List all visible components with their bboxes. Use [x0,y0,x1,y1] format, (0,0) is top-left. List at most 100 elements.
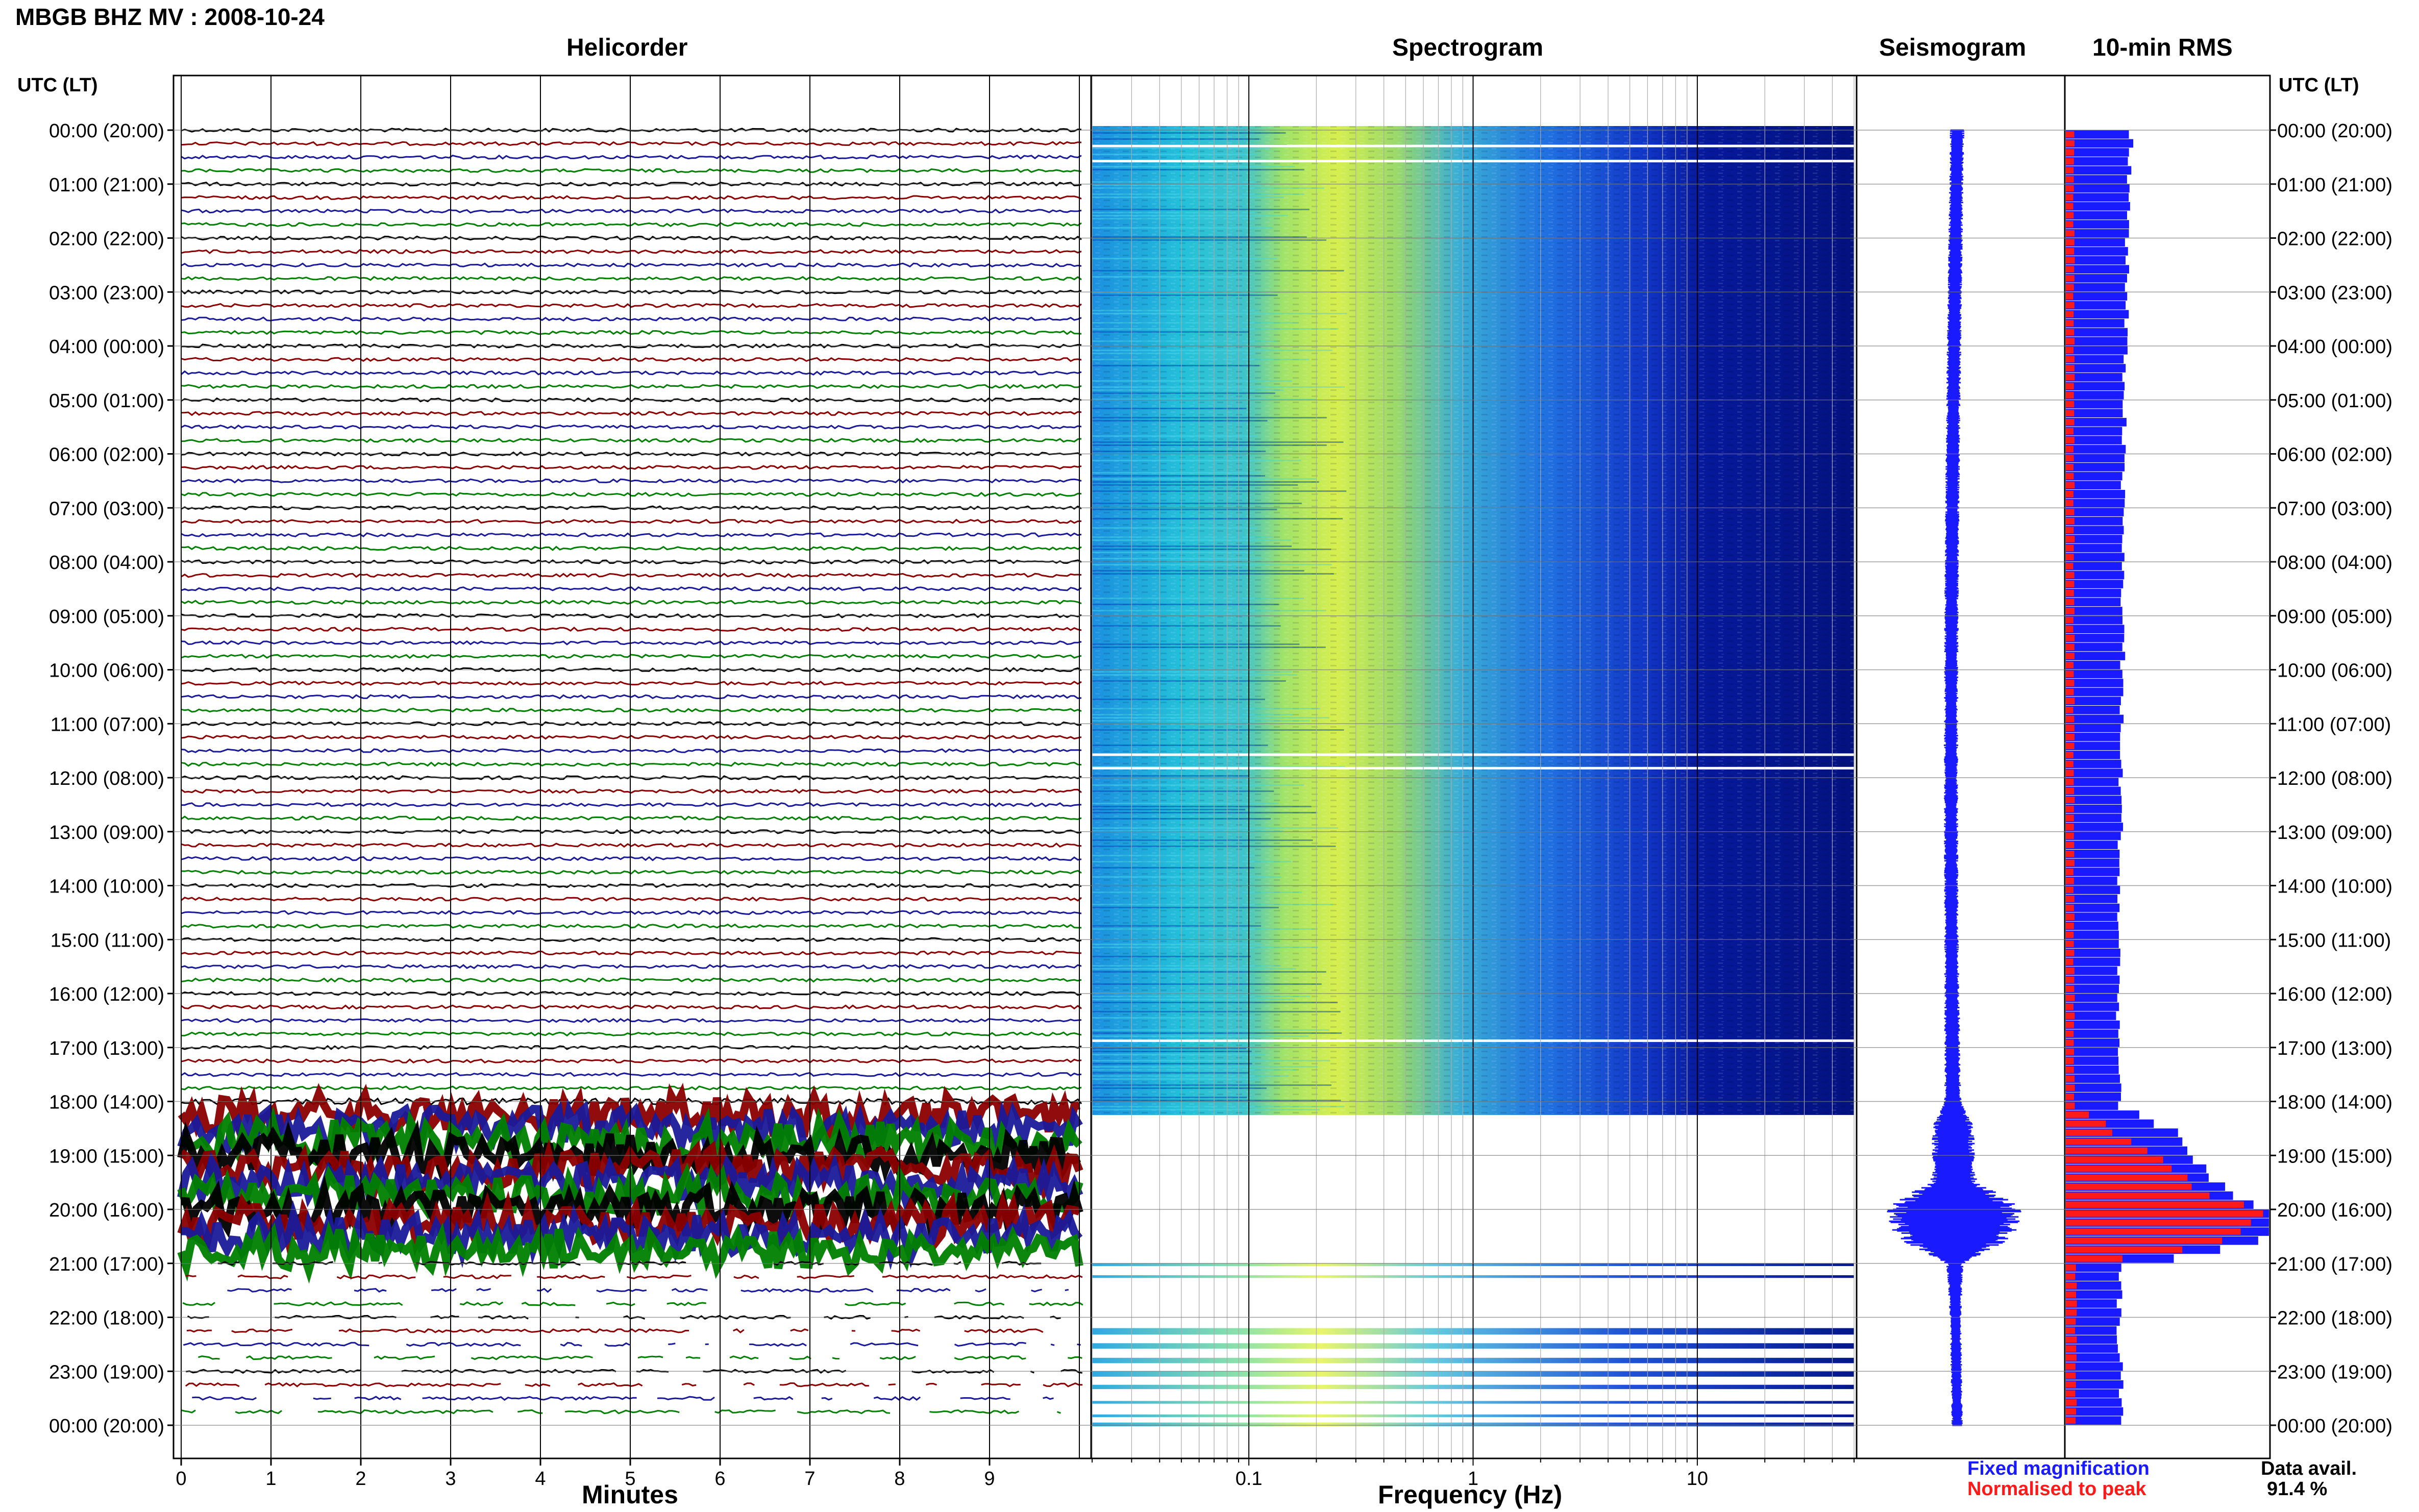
rms-bar-normalised [2066,1255,2122,1262]
helicorder-trace [181,1097,1082,1106]
spectrogram-streak [1092,313,1347,314]
rms-bar-fixed [2066,895,2117,903]
rms-bar-normalised [2066,635,2075,641]
helicorder-trace [192,1397,1096,1400]
rms-bar-fixed [2066,571,2125,580]
spectrogram-streak [1092,1078,1259,1080]
spectrogram-streak [1092,827,1339,829]
rms-bar-fixed [2066,615,2122,625]
rms-bar-fixed [2066,1308,2121,1317]
rms-bar-fixed [2066,1056,2119,1065]
hour-label-right: 17:00 (13:00) [2277,1038,2392,1059]
rms-bar-normalised [2066,266,2075,272]
rms-bar-fixed [2066,607,2122,615]
spectrogram-streak [1092,714,1294,715]
helicorder-trace [181,424,1082,430]
spectrogram-streak [1092,1087,1267,1089]
helicorder-trace [181,357,1082,362]
rms-bar-fixed [2066,1299,2117,1308]
rms-bar-fixed [2066,1272,2119,1281]
spectrogram-streak [1092,625,1281,627]
rms-bar-normalised [2066,464,2074,470]
hour-label-right: 06:00 (02:00) [2277,444,2392,466]
rms-bar-fixed [2066,444,2126,454]
rms-bar-fixed [2066,858,2119,867]
rms-bar-fixed [2066,166,2132,175]
rms-bar-normalised [2066,410,2075,416]
rms-bar-normalised [2066,131,2075,138]
rms-bar-normalised [2066,913,2075,920]
rms-bar-fixed [2066,274,2127,283]
hour-label-left: 03:00 (23:00) [49,282,164,304]
spectrogram-streak [1092,408,1247,409]
rms-bar-normalised [2066,1084,2075,1091]
spectrogram-streak [1092,166,1295,167]
rms-bar-fixed [2066,724,2121,732]
rms-bar-fixed [2066,778,2119,786]
rms-bar-fixed [2066,562,2122,571]
helicorder-trace [181,1072,1082,1077]
spectrogram-streak [1092,996,1311,997]
rms-bar-fixed [2066,1380,2124,1389]
rms-bar-fixed [2066,454,2125,463]
spectrogram-streak [1092,803,1279,804]
hour-label-right: 16:00 (12:00) [2277,984,2392,1005]
rms-bar-fixed [2066,328,2128,337]
rms-bar-normalised [2066,1067,2074,1073]
rms-bar-fixed [2066,598,2121,607]
rms-bar-fixed [2066,391,2124,400]
helicorder-trace [181,128,1082,133]
helicorder-xtick-label: 6 [714,1468,725,1490]
rms-title: 10-min RMS [2092,34,2233,61]
spectrogram-streak [1092,1063,1252,1064]
spectrogram-streak [1092,1048,1247,1049]
helicorder-xtick-label: 3 [445,1468,456,1490]
rms-bar-normalised [2066,995,2075,1001]
rms-bar-normalised [2066,1327,2075,1334]
helicorder-trace [181,181,1082,187]
hour-label-right: 11:00 (07:00) [2277,714,2391,735]
helicorder-trace [181,802,1082,807]
rms-bar-fixed [2066,535,2122,543]
rms-bar-fixed [2066,193,2129,202]
spectrogram-streak [1092,441,1344,443]
rms-bar-fixed [2066,975,2120,984]
hour-label-right: 20:00 (16:00) [2277,1200,2392,1221]
rms-bar-normalised [2066,1156,2163,1163]
legend-normalised: Normalised to peak [1967,1478,2146,1500]
spectrogram-streak [1092,169,1304,170]
hour-label-right: 04:00 (00:00) [2277,336,2392,358]
rms-bar-normalised [2066,599,2075,606]
helicorder-trace [185,1274,1083,1280]
spectrogram-streak [1092,1072,1249,1074]
spectrogram-streak [1092,1109,1320,1110]
rms-bar-normalised [2066,1012,2075,1019]
hour-label-right: 15:00 (11:00) [2277,930,2391,951]
rms-bar-normalised [2066,851,2075,857]
rms-bar-normalised [2066,1138,2132,1145]
spectrogram-streak [1092,527,1257,529]
helicorder-trace [181,654,1082,659]
hour-label-right: 23:00 (19:00) [2277,1361,2392,1383]
rms-bar-fixed [2066,355,2124,364]
rms-bar-fixed [2066,876,2117,885]
spectrogram-streak [1092,855,1254,856]
helicorder-trace [181,586,1082,591]
hour-label-left: 23:00 (19:00) [49,1361,164,1383]
rms-bar-fixed [2066,1281,2121,1290]
rms-bar-normalised [2066,968,2075,974]
hour-label-left: 22:00 (18:00) [49,1308,164,1329]
rms-bar-normalised [2066,1390,2076,1397]
rms-bar-normalised [2066,1210,2263,1217]
helicorder-trace [181,478,1082,484]
hour-label-right: 02:00 (22:00) [2277,229,2392,250]
spectrogram-streak [1092,270,1344,271]
hour-label-right: 19:00 (15:00) [2277,1146,2392,1167]
helicorder-trace [181,977,1082,983]
rms-bar-fixed [2066,301,2126,310]
rms-bar-fixed [2066,939,2119,948]
spectrogram-streak [1092,1054,1266,1055]
spectrogram-streak [1092,1035,1309,1037]
spectrogram-streak [1092,925,1262,927]
rms-bar-fixed [2066,1092,2121,1101]
